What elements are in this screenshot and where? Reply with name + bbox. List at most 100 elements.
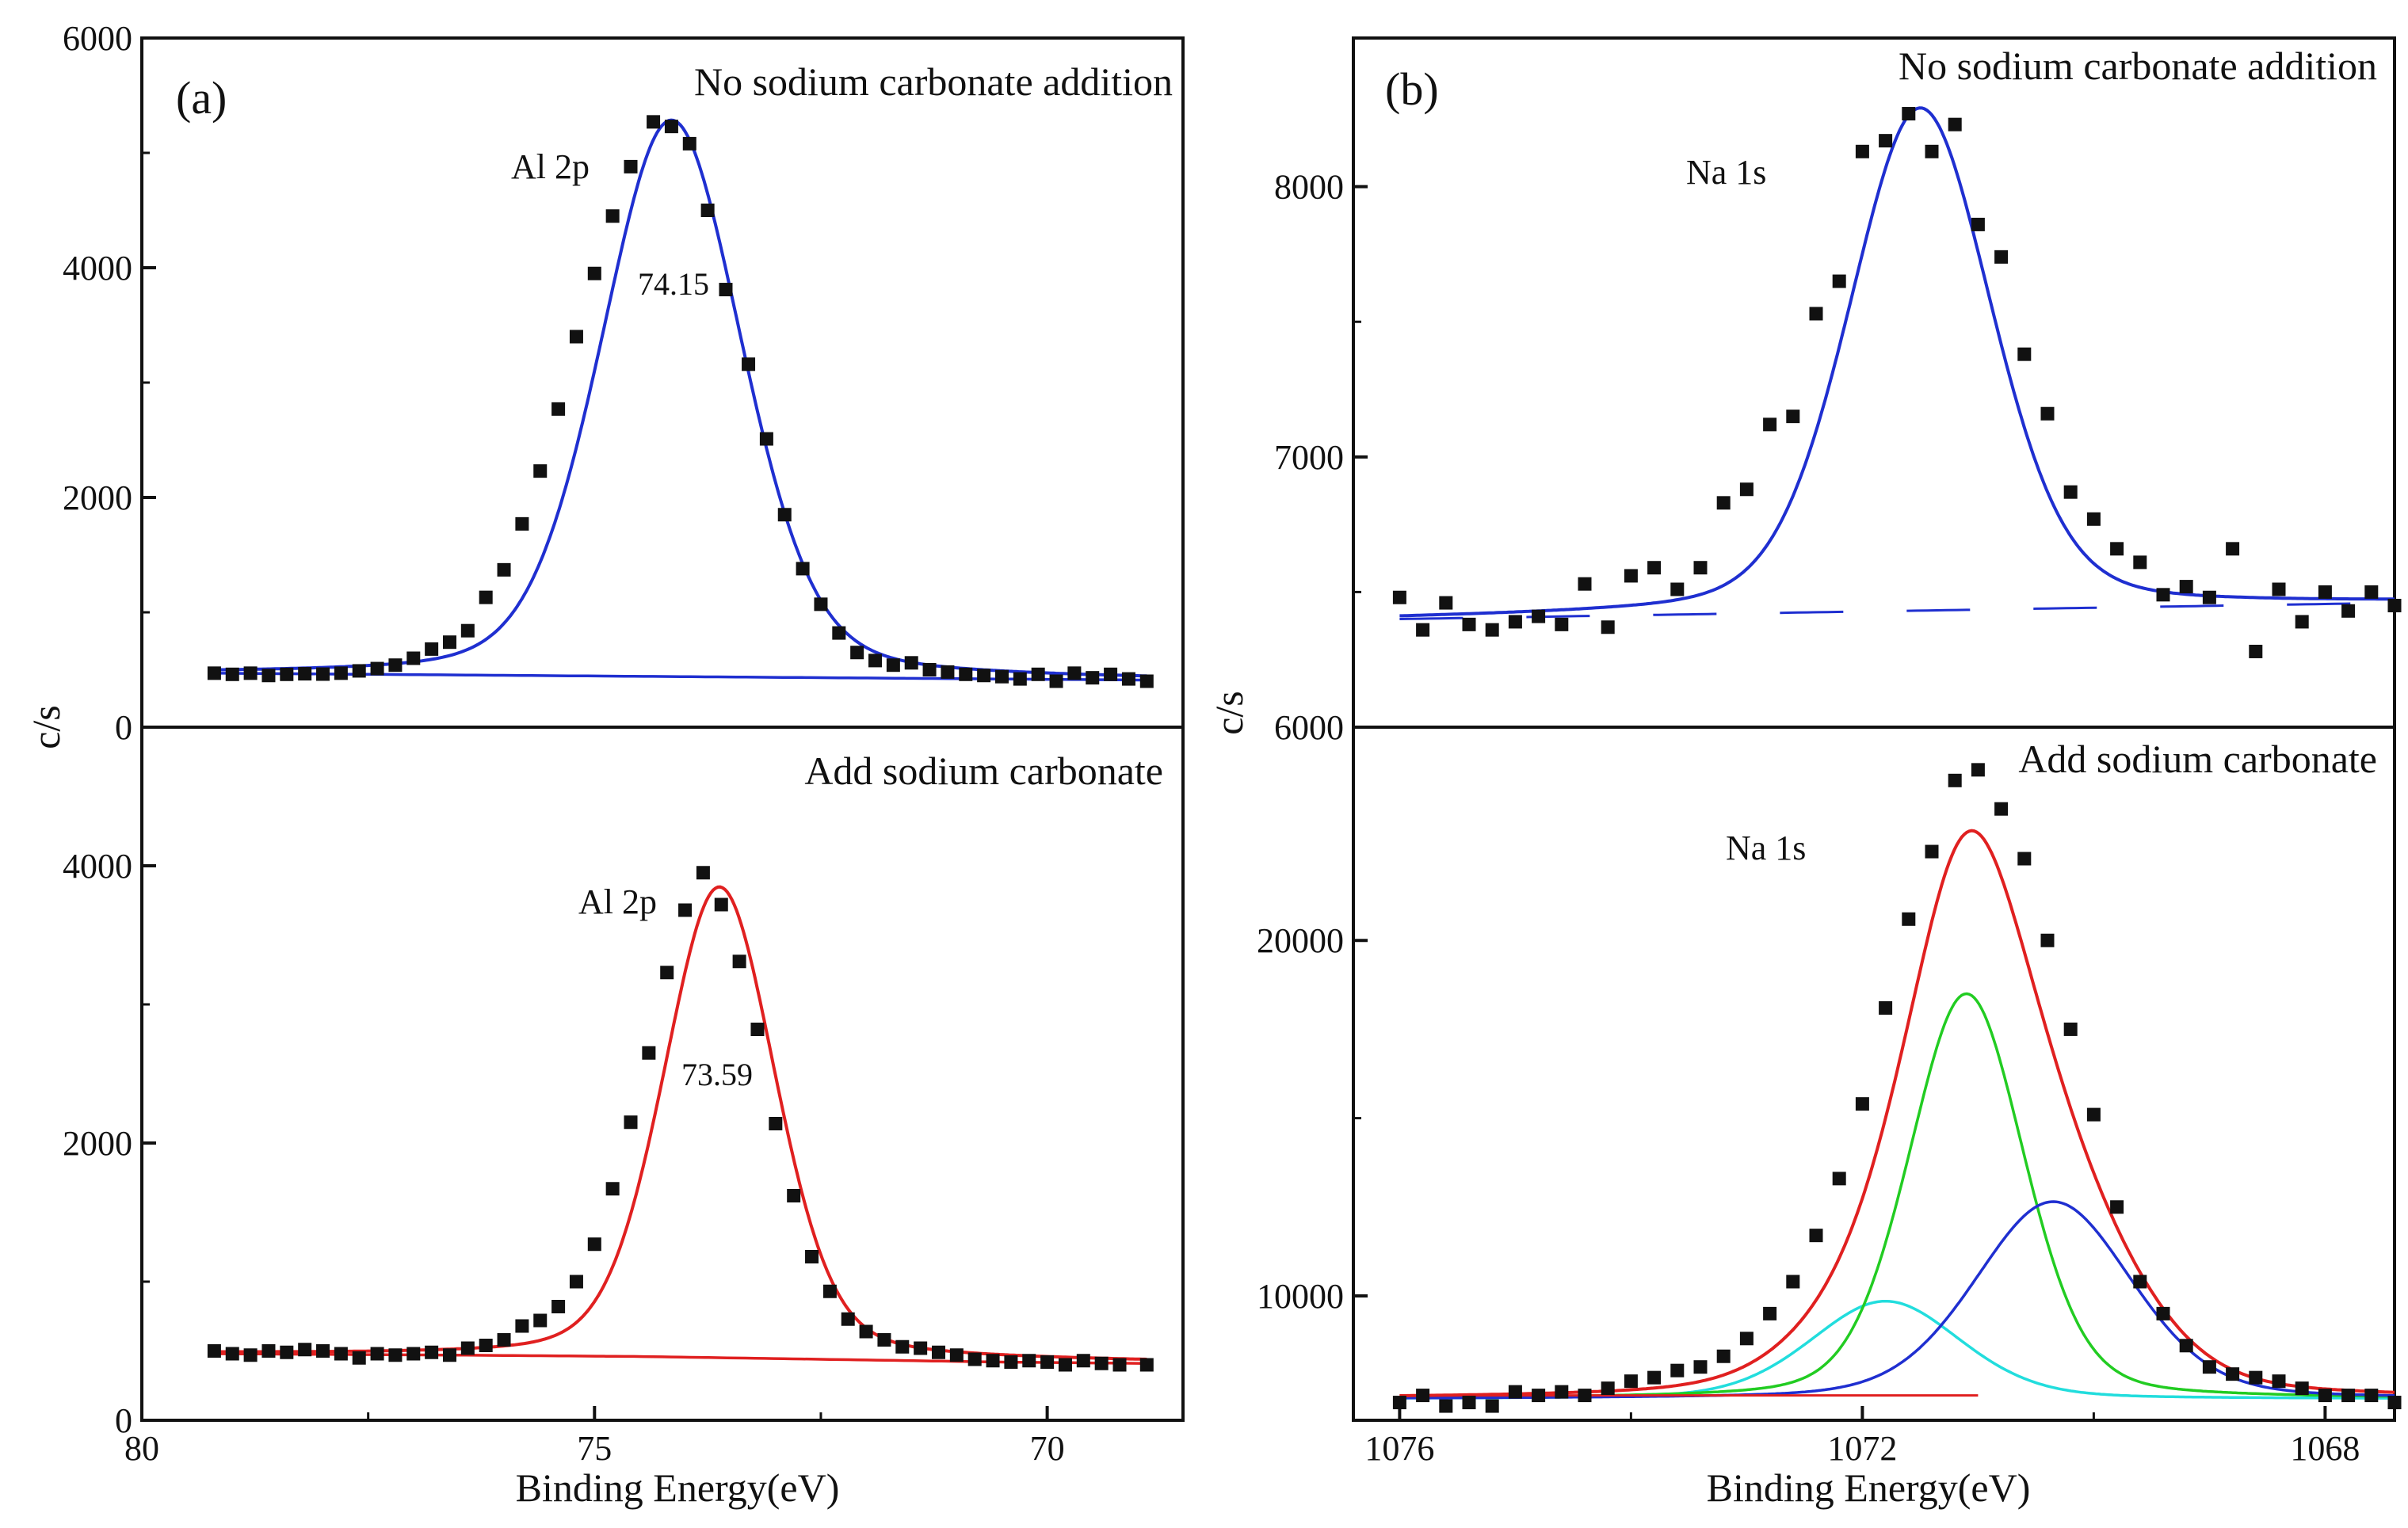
panel-b-bottom-data-point [2272, 1374, 2286, 1389]
panel-b-bottom-data-point [1508, 1385, 1522, 1399]
panel-b-top-data-point [1786, 410, 1800, 424]
panel-a-top-fit-curve [214, 118, 1147, 678]
panel-b-bottom-data-point [1971, 763, 1985, 777]
panel-a-top-data-point [1086, 671, 1100, 685]
panel-b-top-data-point [2040, 406, 2055, 421]
panel-b-bottom-ticks: 10000 20000 [1257, 921, 1368, 1316]
panel-a-bottom-points [207, 866, 1154, 1372]
panel-b-bottom-data-point [1994, 802, 2009, 816]
panel-a-top-ticks: 0 2000 4000 6000 [63, 19, 156, 747]
panel-a-bottom-data-point [1076, 1354, 1090, 1368]
panel-b-x-tick-label: 1068 [2290, 1429, 2360, 1468]
panel-a-top-data-point [719, 283, 733, 297]
panel-b-top-data-point [1439, 596, 1453, 610]
panel-a-bottom-data-point [986, 1354, 1000, 1368]
panel-b-top-data-point [1670, 582, 1685, 596]
panel-a-bottom-data-point [298, 1343, 312, 1357]
panel-a-top-data-point [515, 516, 529, 531]
panel-a-bottom-data-point [769, 1117, 783, 1130]
panel-a-top-data-point [551, 402, 566, 416]
panel-a-top-data-point [624, 159, 638, 173]
panel-a-bottom-data-point [442, 1348, 456, 1362]
panel-b-top-data-point [2226, 542, 2240, 556]
panel-a-bottom-data-point [822, 1284, 837, 1298]
panel-b-top-data-point [1578, 577, 1592, 591]
panel-b-bottom-data-point [1693, 1360, 1708, 1374]
panel-a-top-data-point [664, 120, 678, 134]
panel-a-bottom-data-point [841, 1312, 855, 1326]
panel-b-top-data-point [2133, 555, 2147, 570]
panel-a-bottom-data-point [388, 1348, 403, 1362]
panel-a-top-data-point [280, 667, 294, 681]
panel-a-top-data-point [832, 626, 846, 640]
panel-b-top-data-point [2156, 588, 2170, 602]
panel-a-x-tick-label: 70 [1030, 1429, 1065, 1468]
panel-a-top-data-point [569, 330, 583, 344]
panel-b-bottom-peak-label: Na 1s [1726, 829, 1806, 867]
panel-a-top-data-point [700, 204, 715, 217]
panel-b-x-axis-label: Binding Energy(eV) [1707, 1465, 2031, 1510]
panel-a-bottom-data-point [714, 897, 728, 912]
panel-b-top-data-point [1809, 307, 1823, 321]
panel-a-bottom-data-point [605, 1182, 620, 1196]
panel-a-bottom-data-point [243, 1348, 258, 1362]
panel-a-bottom-data-point [1094, 1356, 1109, 1370]
panel-a-top-data-point [922, 663, 937, 676]
panel-b-top-data-point [2318, 585, 2332, 599]
panel-a-bottom-data-point [587, 1237, 601, 1252]
panel-a-bottom-data-point [261, 1344, 276, 1358]
panel-a-top-data-point [370, 661, 384, 676]
panel-a-bottom-data-point [460, 1341, 475, 1355]
panel-b-top-data-point [2202, 590, 2216, 604]
panel-b-x-tick-label: 1072 [1827, 1429, 1897, 1468]
panel-b-top-data-point [1879, 134, 1893, 148]
panel-a-bottom-data-point [877, 1333, 891, 1347]
panel-a: (a) No sodium carbonate addition Al 2p 7… [24, 19, 1185, 1510]
panel-a-bottom-data-point [370, 1347, 384, 1361]
panel-b-top-data-point [1508, 615, 1522, 629]
panel-a-top-peak-position: 74.15 [638, 266, 709, 302]
panel-b-bottom-data-point [2226, 1367, 2240, 1381]
panel-b-bottom-data-point [2249, 1370, 2263, 1385]
panel-b-top-data-point [1832, 274, 1846, 288]
panel-b-top-data-point [1624, 569, 1638, 583]
panel-a-top-data-point [605, 209, 620, 223]
panel-a-top-data-point [425, 642, 439, 656]
panel-b-top-data-point [1693, 561, 1708, 575]
panel-b-bottom-title: Add sodium carbonate [2018, 737, 2377, 781]
panel-a-top-data-point [243, 666, 258, 680]
panel-a-top-points [207, 115, 1154, 688]
panel-a-bottom-data-point [1058, 1358, 1072, 1372]
panel-b-bottom-data-point [1879, 1000, 1893, 1015]
panel-b-top-data-point [1925, 144, 1939, 158]
panel-b-top-points [1392, 107, 2402, 658]
panel-a-bottom-data-point [624, 1115, 638, 1130]
panel-a-x-axis-label: Binding Energy(eV) [516, 1465, 840, 1510]
panel-b-letter: (b) [1385, 63, 1439, 115]
panel-b-top-ticks: 6000 7000 8000 [1274, 168, 1368, 747]
panel-b: (b) No sodium carbonate addition Na 1s A… [1207, 36, 2402, 1510]
panel-a-top-data-point [497, 562, 511, 577]
panel-a-top-data-point [1121, 672, 1135, 686]
panel-a-x-tick-label: 75 [577, 1429, 612, 1468]
panel-a-top-data-point [959, 667, 973, 681]
panel-b-top-data-point [1902, 107, 1916, 121]
panel-b-top-data-point [1948, 117, 1962, 131]
panel-b-bottom-data-point [2341, 1389, 2356, 1403]
panel-a-top-data-point [207, 666, 221, 680]
panel-b-top-data-point [2086, 512, 2101, 526]
panel-a-x-tick-label: 80 [124, 1429, 159, 1468]
panel-b-bottom-data-point [2133, 1275, 2147, 1289]
panel-a-top-y-tick-label: 4000 [63, 249, 132, 288]
panel-b-top-data-point [2387, 598, 2402, 612]
panel-b-bottom-data-point [2202, 1360, 2216, 1374]
panel-b-x-tick-label: 1076 [1364, 1429, 1434, 1468]
panel-a-bottom-data-point [1022, 1354, 1036, 1368]
panel-b-bottom-data-point [1416, 1389, 1430, 1403]
panel-b-top-data-point [2179, 580, 2193, 594]
panel-b-bottom-data-point [1832, 1172, 1846, 1186]
panel-b-top-data-point [2341, 604, 2356, 618]
panel-a-top-data-point [868, 653, 883, 668]
panel-a-bottom-data-point [515, 1319, 529, 1333]
